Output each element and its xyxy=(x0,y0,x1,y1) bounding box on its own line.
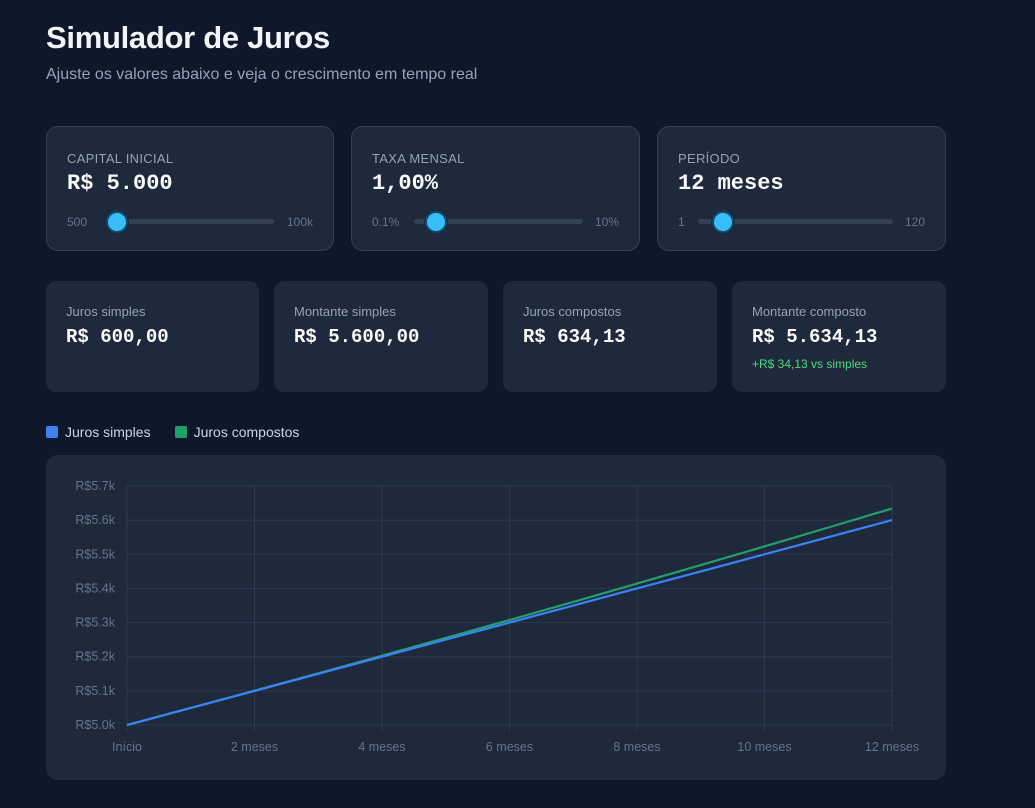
page-title: Simulador de Juros xyxy=(46,20,330,55)
y-tick-label: R$5.5k xyxy=(75,547,115,561)
x-tick-label: Início xyxy=(112,740,142,754)
rate-min-label: 0.1% xyxy=(372,215,400,229)
y-tick-label: R$5.2k xyxy=(75,650,115,664)
page-subtitle: Ajuste os valores abaixo e veja o cresci… xyxy=(46,66,478,83)
difference-note: +R$ 34,13 vs simples xyxy=(752,357,868,371)
period-control-card: PERÍODO 12 meses 1 120 xyxy=(657,126,946,251)
stat-value: R$ 5.600,00 xyxy=(294,326,420,348)
chart-legend: Juros simples Juros compostos xyxy=(46,424,299,440)
x-tick-label: 10 meses xyxy=(737,740,791,754)
x-tick-label: 8 meses xyxy=(613,740,660,754)
period-max-label: 120 xyxy=(904,215,925,229)
period-slider-track[interactable] xyxy=(698,219,893,224)
legend-item-simple[interactable]: Juros simples xyxy=(46,424,151,440)
compound-interest-card: Juros compostos R$ 634,13 xyxy=(503,281,717,392)
capital-control-card: CAPITAL INICIAL R$ 5.000 500 100k xyxy=(46,126,334,251)
legend-item-compound[interactable]: Juros compostos xyxy=(174,424,300,440)
stat-label: Juros compostos xyxy=(523,304,622,319)
y-tick-label: R$5.7k xyxy=(75,479,115,493)
stat-value: R$ 5.634,13 xyxy=(752,326,878,348)
y-tick-label: R$5.4k xyxy=(75,581,115,595)
x-tick-label: 2 meses xyxy=(231,740,278,754)
rate-max-label: 10% xyxy=(594,215,619,229)
period-slider-thumb[interactable] xyxy=(712,211,734,233)
x-tick-label: 12 meses xyxy=(865,740,919,754)
x-tick-label: 4 meses xyxy=(358,740,405,754)
capital-max-label: 100k xyxy=(286,215,313,229)
y-tick-label: R$5.6k xyxy=(75,513,115,527)
x-tick-label: 6 meses xyxy=(486,740,533,754)
period-min-label: 1 xyxy=(678,215,685,229)
capital-min-label: 500 xyxy=(67,215,88,229)
simple-interest-card: Juros simples R$ 600,00 xyxy=(46,281,259,392)
legend-label: Juros compostos xyxy=(193,424,300,440)
stat-value: R$ 634,13 xyxy=(523,326,626,348)
capital-slider-track[interactable] xyxy=(107,219,274,224)
capital-slider-thumb[interactable] xyxy=(106,211,128,233)
stat-label: Montante simples xyxy=(294,304,396,319)
period-label: PERÍODO xyxy=(678,151,741,166)
stat-label: Juros simples xyxy=(66,304,146,319)
stat-label: Montante composto xyxy=(752,304,867,319)
rate-value: 1,00% xyxy=(372,171,439,196)
rate-control-card: TAXA MENSAL 1,00% 0.1% 10% xyxy=(351,126,640,251)
growth-chart-card: R$5.0k R$5.1k R$5.2k R$5.3k R$5.4k R$5.5k R$5.… xyxy=(46,455,946,780)
rate-slider-thumb[interactable] xyxy=(425,211,447,233)
legend-swatch-compound xyxy=(174,426,187,438)
rate-label: TAXA MENSAL xyxy=(372,151,465,166)
legend-swatch-simple xyxy=(46,426,58,438)
compound-amount-card: Montante composto R$ 5.634,13 +R$ 34,13 … xyxy=(732,281,946,392)
simple-amount-card: Montante simples R$ 5.600,00 xyxy=(274,281,488,392)
legend-label: Juros simples xyxy=(65,424,151,440)
y-tick-label: R$5.0k xyxy=(75,718,115,732)
capital-label: CAPITAL INICIAL xyxy=(67,151,174,166)
series-line-simple xyxy=(126,519,893,727)
stat-value: R$ 600,00 xyxy=(66,326,169,348)
y-tick-label: R$5.3k xyxy=(75,616,115,630)
period-value: 12 meses xyxy=(678,171,784,196)
growth-chart: R$5.0k R$5.1k R$5.2k R$5.3k R$5.4k R$5.5k R$5.… xyxy=(75,479,919,754)
capital-value: R$ 5.000 xyxy=(67,171,173,196)
rate-slider-track[interactable] xyxy=(414,219,583,224)
y-tick-label: R$5.1k xyxy=(75,684,115,698)
